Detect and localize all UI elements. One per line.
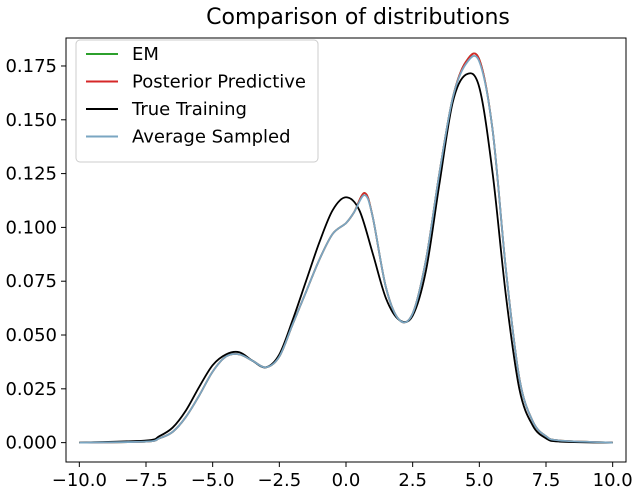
y-tick-label: 0.000 (5, 433, 57, 454)
y-tick-label: 0.125 (5, 164, 57, 185)
legend-entry-label: EM (132, 44, 159, 65)
chart-title: Comparison of distributions (206, 5, 510, 30)
legend-entry-label: Average Sampled (132, 127, 291, 148)
legend-entry-label: Posterior Predictive (132, 72, 306, 93)
x-tick-label: 0.0 (332, 470, 361, 491)
x-tick-label: 2.5 (398, 470, 427, 491)
x-tick-label: −5.0 (191, 470, 235, 491)
axes: −10.0 −7.5 −5.0 −2.5 0.0 2.5 5.0 7.5 10.0 0.000 0.… (5, 37, 633, 491)
y-tick-label: 0.075 (5, 271, 57, 292)
x-tick-label: 5.0 (465, 470, 494, 491)
legend: EM Posterior Predictive True Training Avera… (75, 39, 319, 163)
legend-entry-label: True Training (131, 99, 247, 120)
x-tick-label: −10.0 (52, 470, 107, 491)
plot-area (79, 52, 613, 444)
x-tick-label: 10.0 (593, 470, 633, 491)
series-line-average-sampled (79, 54, 613, 444)
y-tick-label: 0.025 (5, 379, 57, 400)
series-line-true-training (79, 72, 613, 444)
legend-box (75, 39, 319, 163)
y-tick-label: 0.100 (5, 217, 57, 238)
y-tick-label: 0.050 (5, 325, 57, 346)
x-tick-label: 7.5 (532, 470, 561, 491)
x-tick-label: −7.5 (124, 470, 168, 491)
x-tick-label: −2.5 (257, 470, 301, 491)
y-tick-label: 0.175 (5, 56, 57, 77)
y-tick-label: 0.150 (5, 110, 57, 131)
